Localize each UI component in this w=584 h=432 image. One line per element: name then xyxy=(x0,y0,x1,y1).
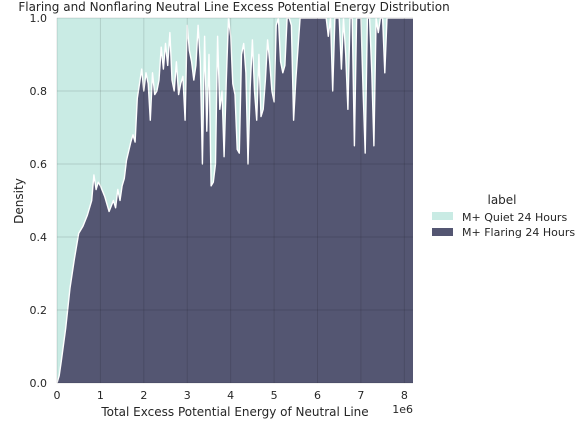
x-tick-label: 2 xyxy=(140,389,147,402)
x-axis-offset-text: 1e6 xyxy=(392,403,413,416)
boundary-line xyxy=(56,17,413,384)
x-tick-label: 7 xyxy=(357,389,364,402)
legend-item-quiet: M+ Quiet 24 Hours xyxy=(432,211,567,224)
legend-item-flaring: M+ Flaring 24 Hours xyxy=(432,226,575,239)
gridlines xyxy=(56,17,413,384)
x-tick-label: 0 xyxy=(54,389,61,402)
flaring-area xyxy=(57,18,413,383)
legend-swatch-flaring xyxy=(432,228,453,236)
y-tick-label: 0.8 xyxy=(30,85,48,98)
chart-title: Flaring and Nonflaring Neutral Line Exce… xyxy=(18,0,449,14)
x-tick-label: 3 xyxy=(184,389,191,402)
legend-label-quiet: M+ Quiet 24 Hours xyxy=(462,211,567,224)
x-tick-label: 6 xyxy=(314,389,321,402)
y-tick-label: 0.2 xyxy=(30,304,48,317)
x-axis-label: Total Excess Potential Energy of Neutral… xyxy=(100,405,368,419)
y-tick-label: 1.0 xyxy=(30,12,48,25)
legend-swatch-quiet xyxy=(432,212,453,220)
x-tick-label: 1 xyxy=(97,389,104,402)
quiet-area xyxy=(57,18,413,383)
y-tick-label: 0.6 xyxy=(30,158,48,171)
x-axis-ticks: 0 1 2 3 4 5 6 7 8 xyxy=(54,389,408,402)
legend-title: label xyxy=(487,193,516,207)
x-tick-label: 5 xyxy=(271,389,278,402)
y-tick-label: 0.4 xyxy=(30,231,48,244)
x-tick-label: 8 xyxy=(401,389,408,402)
y-axis-label: Density xyxy=(12,178,26,224)
x-tick-label: 4 xyxy=(227,389,234,402)
legend-label-flaring: M+ Flaring 24 Hours xyxy=(462,226,575,239)
y-tick-label: 0.0 xyxy=(30,377,48,390)
legend: label M+ Quiet 24 Hours M+ Flaring 24 Ho… xyxy=(432,193,575,239)
y-axis-ticks: 0.0 0.2 0.4 0.6 0.8 1.0 xyxy=(30,12,48,390)
